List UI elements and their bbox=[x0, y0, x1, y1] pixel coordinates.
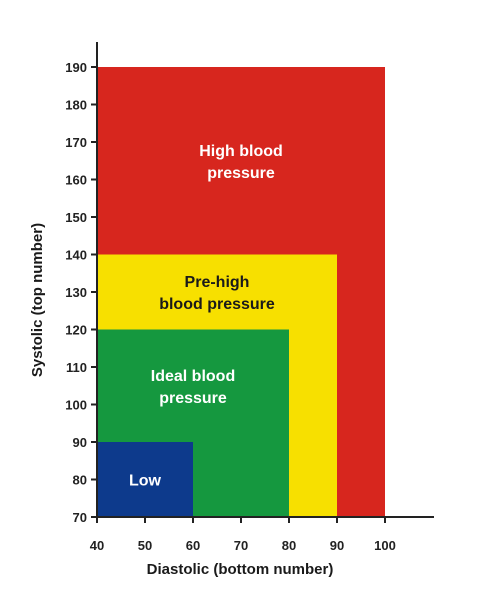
zone-label-high-blood-pressure-line-1: High blood bbox=[199, 143, 283, 160]
zone-labels-layer: High blood pressure Pre-high blood pressure… bbox=[129, 143, 283, 490]
y-tick-label-120: 120 bbox=[65, 323, 87, 338]
y-tick-label-160: 160 bbox=[65, 173, 87, 188]
x-tick-label-100: 100 bbox=[374, 538, 396, 553]
y-tick-label-130: 130 bbox=[65, 285, 87, 300]
x-tick-label-80: 80 bbox=[282, 538, 296, 553]
x-axis-title: Diastolic (bottom number) bbox=[147, 561, 334, 578]
zone-low bbox=[97, 442, 193, 517]
zone-label-ideal-blood-pressure-line-1: Ideal blood bbox=[151, 368, 235, 385]
y-tick-label-100: 100 bbox=[65, 398, 87, 413]
y-tick-label-170: 170 bbox=[65, 135, 87, 150]
zone-label-pre-high-blood-pressure-line-1: Pre-high bbox=[185, 274, 250, 291]
axes-layer bbox=[96, 42, 434, 518]
y-tick-label-140: 140 bbox=[65, 248, 87, 263]
x-tick-label-40: 40 bbox=[90, 538, 104, 553]
zone-label-ideal-blood-pressure-line-2: pressure bbox=[159, 390, 227, 407]
x-tick-label-70: 70 bbox=[234, 538, 248, 553]
y-axis-title: Systolic (top number) bbox=[29, 223, 46, 377]
y-tick-label-70: 70 bbox=[73, 510, 87, 525]
zone-label-pre-high-blood-pressure-line-2: blood pressure bbox=[159, 296, 275, 313]
y-tick-label-110: 110 bbox=[66, 360, 87, 375]
y-tick-label-80: 80 bbox=[73, 473, 87, 488]
y-tick-label-150: 150 bbox=[65, 210, 87, 225]
x-tick-label-50: 50 bbox=[138, 538, 152, 553]
x-tick-label-90: 90 bbox=[330, 538, 344, 553]
y-tick-label-190: 190 bbox=[65, 60, 87, 75]
zone-label-low-line-1: Low bbox=[129, 473, 162, 490]
x-tick-label-60: 60 bbox=[186, 538, 200, 553]
zones-layer bbox=[97, 67, 385, 517]
ticks-layer: 70 80 90 100 110 120 130 140 150 160 170 180 190 40 50… bbox=[65, 60, 396, 553]
zone-label-high-blood-pressure-line-2: pressure bbox=[207, 165, 275, 182]
y-tick-label-180: 180 bbox=[65, 98, 87, 113]
y-tick-label-90: 90 bbox=[73, 435, 87, 450]
